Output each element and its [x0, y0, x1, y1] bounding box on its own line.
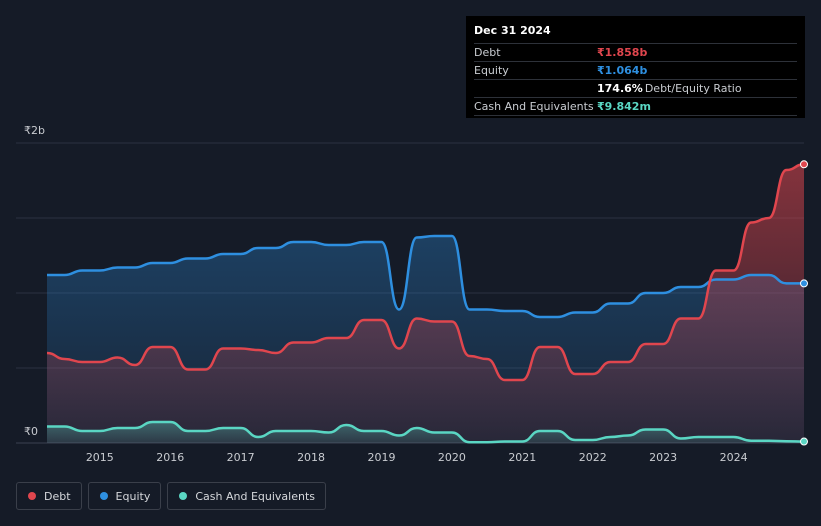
tooltip-cash-label: Cash And Equivalents [474, 100, 594, 113]
endpoint-cash [800, 437, 808, 446]
tooltip-debt-value: ₹1.858b [597, 46, 648, 59]
legend-label-debt: Debt [44, 489, 71, 503]
tooltip-ratio-value: 174.6% [597, 82, 643, 95]
tooltip-equity-value: ₹1.064b [597, 64, 648, 77]
chart-legend: Debt Equity Cash And Equivalents [16, 482, 326, 510]
tooltip-ratio-label: Debt/Equity Ratio [644, 82, 742, 95]
tooltip-debt-label: Debt [474, 46, 501, 59]
x-tick-label: 2019 [367, 451, 395, 464]
x-tick-label: 2018 [297, 451, 325, 464]
tooltip-cash-value: ₹9.842m [597, 100, 651, 113]
tooltip-row-equity: Equity ₹1.064b [474, 61, 797, 79]
x-tick-label: 2016 [156, 451, 184, 464]
x-tick-label: 2015 [86, 451, 114, 464]
data-tooltip: Dec 31 2024 Debt ₹1.858b Equity ₹1.064b … [466, 16, 805, 118]
legend-dot-equity [99, 492, 108, 500]
legend-dot-cash [179, 492, 188, 500]
x-tick-label: 2021 [508, 451, 536, 464]
endpoint-equity [800, 279, 808, 288]
y-tick-label-bottom: ₹0 [24, 425, 38, 438]
x-tick-label: 2023 [649, 451, 677, 464]
legend-item-cash[interactable]: Cash And Equivalents [167, 482, 326, 510]
line-debt [46, 163, 805, 382]
x-tick-label: 2022 [579, 451, 607, 464]
tooltip-equity-label: Equity [474, 64, 509, 77]
line-equity [46, 234, 804, 319]
legend-item-debt[interactable]: Debt [16, 482, 82, 510]
legend-dot-debt [28, 492, 36, 500]
x-tick-label: 2017 [227, 451, 255, 464]
endpoint-debt [800, 160, 808, 169]
tooltip-row-cash: Cash And Equivalents ₹9.842m [474, 97, 797, 116]
area-debt [47, 164, 804, 444]
legend-item-equity[interactable]: Equity [87, 482, 162, 510]
tooltip-date: Dec 31 2024 [474, 24, 551, 37]
tooltip-row-debt: Debt ₹1.858b [474, 43, 797, 61]
x-tick-label: 2020 [438, 451, 466, 464]
y-tick-label-top: ₹2b [24, 124, 45, 137]
tooltip-row-ratio: 174.6% Debt/Equity Ratio [474, 79, 797, 97]
line-cash [47, 420, 805, 444]
x-tick-label: 2024 [720, 451, 748, 464]
legend-label-equity: Equity [115, 489, 151, 503]
legend-label-cash: Cash And Equivalents [195, 489, 315, 503]
